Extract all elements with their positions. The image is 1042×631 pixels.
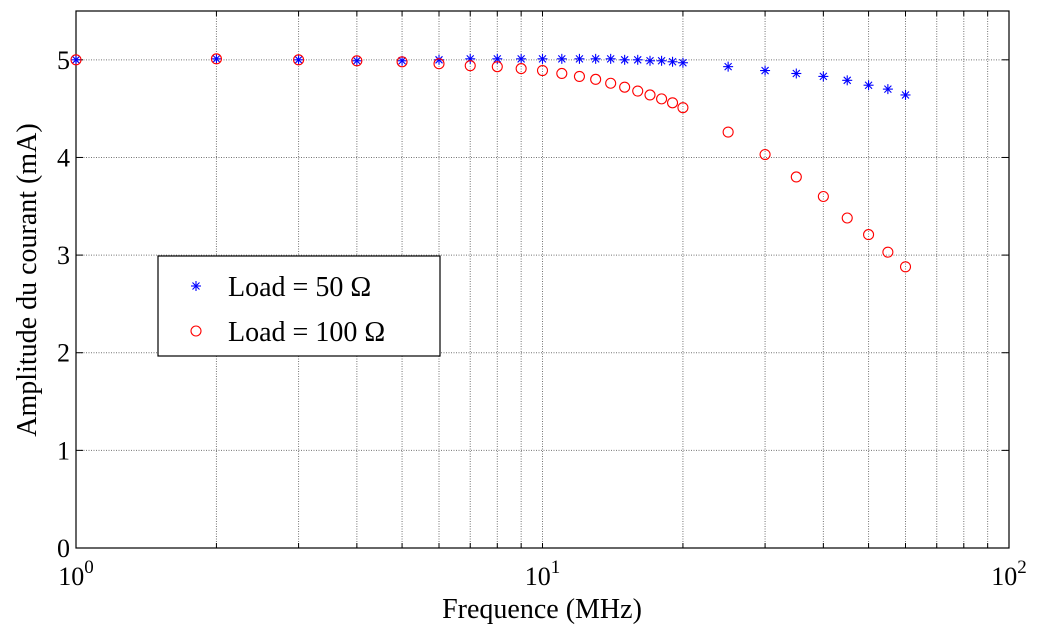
axis-ticks: 0 1 2 3 4 5 100 101 102 (57, 11, 1027, 591)
data-point-asterisk (677, 57, 688, 68)
y-tick-label: 3 (57, 241, 70, 270)
data-point-asterisk (516, 53, 527, 64)
y-tick-label: 0 (57, 534, 70, 563)
data-point-circle (619, 81, 631, 93)
data-point-circle (899, 261, 912, 273)
data-point-circle (573, 70, 585, 82)
data-point-asterisk (211, 53, 222, 64)
data-point-asterisk (537, 53, 548, 64)
data-point-circle (70, 54, 82, 66)
data-point-asterisk (842, 75, 853, 86)
legend-marker-load-50 (191, 281, 201, 291)
grid (76, 11, 1009, 548)
data-point-asterisk (900, 89, 911, 100)
data-point-circle (351, 55, 363, 67)
data-point-asterisk (818, 71, 829, 82)
data-point-circle (536, 65, 549, 77)
legend-circle-icon (190, 325, 202, 337)
data-point-asterisk (590, 53, 601, 64)
y-tick-label: 5 (57, 46, 70, 75)
data-point-circle (841, 212, 853, 224)
x-axis-label: Frequence (MHz) (442, 594, 642, 625)
data-point-circle (210, 53, 222, 65)
x-tick-label: 100 (58, 557, 94, 591)
y-tick-label: 1 (57, 436, 70, 465)
data-point-circle (666, 97, 679, 109)
x-tick-label: 102 (991, 557, 1027, 591)
y-tick-label: 2 (57, 339, 70, 368)
data-point-circle (293, 54, 305, 66)
data-point-asterisk (656, 55, 667, 66)
data-point-circle (790, 171, 802, 183)
data-point-circle (882, 246, 894, 258)
data-point-asterisk (760, 65, 771, 76)
legend-label-load-50: Load = 50 Ω (228, 272, 371, 303)
data-point-circle (632, 85, 644, 97)
data-point-circle (722, 126, 734, 138)
y-tick-label: 4 (57, 143, 70, 172)
data-point-asterisk (351, 55, 362, 66)
data-point-circle (491, 61, 503, 73)
data-point-asterisk (882, 84, 893, 95)
data-marks (70, 53, 912, 273)
data-point-asterisk (723, 61, 734, 72)
data-point-circle (433, 58, 445, 70)
data-point-asterisk (632, 54, 643, 65)
data-point-asterisk (556, 53, 567, 64)
data-point-asterisk (605, 53, 616, 64)
legend-asterisk-icon (191, 281, 201, 291)
data-point-asterisk (492, 53, 503, 64)
data-point-circle (396, 56, 408, 68)
data-point-asterisk (71, 54, 81, 65)
y-axis-label: Amplitude du courant (mA) (12, 123, 43, 436)
legend-box (157, 255, 441, 357)
data-point-asterisk (645, 55, 656, 66)
data-point-circle (863, 229, 875, 241)
legend: Load = 50 Ω Load = 100 Ω (157, 255, 441, 357)
legend-marker-load-100 (190, 325, 202, 337)
data-point-circle (644, 89, 656, 101)
data-point-asterisk (863, 80, 874, 91)
data-point-asterisk (574, 53, 585, 64)
data-point-circle (464, 60, 476, 72)
data-point-asterisk (791, 68, 802, 79)
data-point-circle (590, 73, 602, 85)
data-point-circle (817, 190, 829, 203)
series-1 (70, 53, 912, 273)
data-point-asterisk (293, 54, 304, 65)
data-point-circle (656, 93, 668, 105)
legend-label-load-100: Load = 100 Ω (228, 317, 385, 348)
data-point-circle (759, 148, 771, 161)
data-point-circle (605, 77, 617, 89)
data-point-asterisk (619, 54, 630, 65)
x-tick-label: 101 (525, 557, 561, 591)
series-0 (71, 53, 911, 100)
data-point-asterisk (397, 55, 408, 66)
data-point-circle (515, 63, 527, 75)
data-point-circle (556, 67, 568, 80)
data-point-asterisk (667, 56, 678, 67)
data-point-circle (677, 102, 689, 114)
